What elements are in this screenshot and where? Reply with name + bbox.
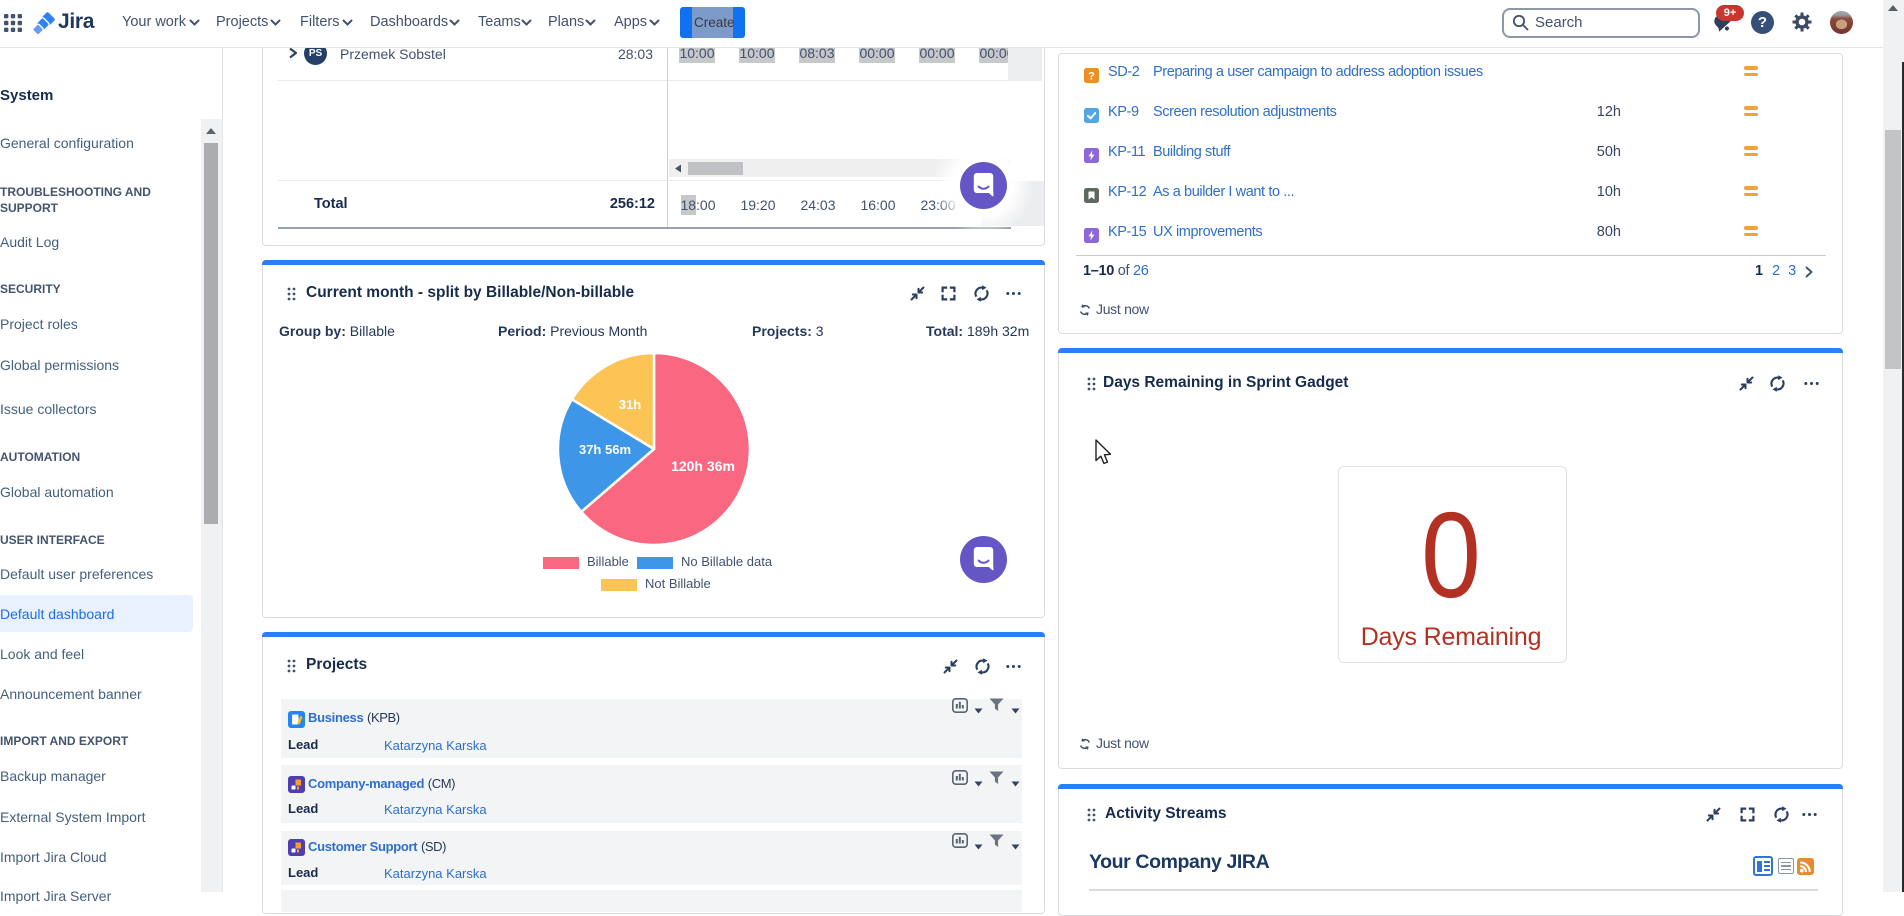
svg-text:?: ? bbox=[1088, 70, 1095, 82]
